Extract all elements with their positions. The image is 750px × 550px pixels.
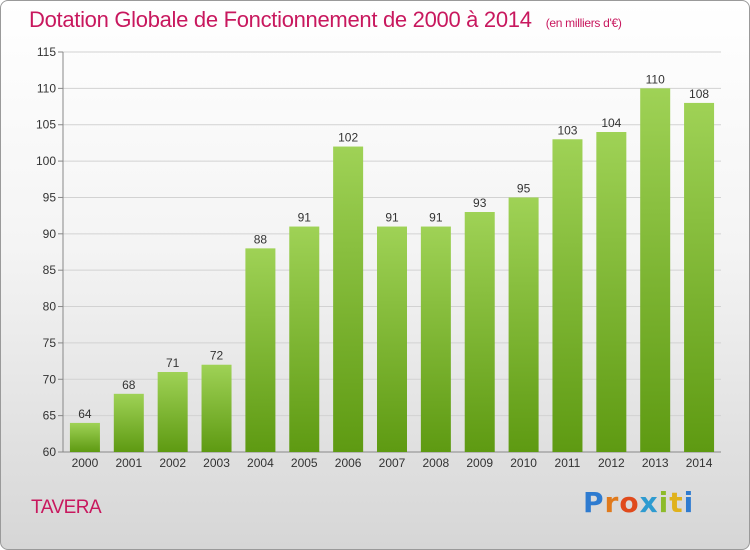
data-label: 91 bbox=[385, 211, 399, 225]
y-tick-label: 100 bbox=[36, 154, 56, 168]
data-label: 71 bbox=[166, 356, 180, 370]
bar-2001 bbox=[113, 393, 144, 452]
y-tick-label: 60 bbox=[43, 445, 57, 459]
data-label: 110 bbox=[646, 72, 665, 86]
data-label: 103 bbox=[557, 123, 577, 137]
bar-2008 bbox=[420, 226, 451, 452]
y-tick-label: 75 bbox=[43, 336, 57, 350]
proxiti-logo[interactable]: Proxiti bbox=[583, 486, 695, 519]
data-label: 88 bbox=[254, 232, 268, 246]
bar-2012 bbox=[596, 132, 627, 452]
bar-2010 bbox=[508, 197, 539, 452]
x-tick-label: 2014 bbox=[686, 456, 713, 470]
bar-2003 bbox=[201, 364, 232, 452]
x-tick-label: 2001 bbox=[115, 456, 142, 470]
chart-subtitle: (en milliers d'€) bbox=[545, 16, 622, 30]
x-tick-label: 2005 bbox=[291, 456, 318, 470]
y-tick-label: 90 bbox=[43, 227, 57, 241]
y-tick-label: 95 bbox=[43, 190, 57, 204]
data-label: 108 bbox=[689, 87, 709, 101]
x-tick-label: 2009 bbox=[466, 456, 493, 470]
bar-2014 bbox=[684, 102, 715, 452]
y-tick-label: 80 bbox=[43, 300, 57, 314]
y-tick-label: 70 bbox=[43, 372, 57, 386]
x-tick-label: 2008 bbox=[423, 456, 450, 470]
x-tick-label: 2013 bbox=[642, 456, 669, 470]
y-tick-label: 105 bbox=[36, 118, 56, 132]
y-tick-label: 110 bbox=[37, 81, 56, 95]
bar-2011 bbox=[552, 139, 583, 453]
x-tick-label: 2012 bbox=[598, 456, 625, 470]
bar-2009 bbox=[464, 212, 495, 452]
labels: 64 2000 68 2001 71 2002 72 2003 88 2004 91 2005 102 2… bbox=[72, 72, 713, 470]
x-tick-label: 2006 bbox=[335, 456, 362, 470]
commune-name: TAVERA bbox=[31, 497, 102, 518]
data-label: 91 bbox=[429, 211, 443, 225]
y-tick-label: 115 bbox=[37, 45, 56, 59]
data-label: 68 bbox=[122, 378, 136, 392]
data-label: 95 bbox=[517, 181, 531, 195]
bars bbox=[69, 88, 715, 453]
data-label: 64 bbox=[78, 407, 92, 421]
chart-title: Dotation Globale de Fonctionnement de 20… bbox=[29, 7, 622, 33]
data-label: 104 bbox=[601, 116, 621, 130]
bar-2005 bbox=[289, 226, 320, 452]
bar-2002 bbox=[157, 372, 188, 452]
x-tick-label: 2010 bbox=[510, 456, 537, 470]
bar-2000 bbox=[69, 422, 100, 452]
data-label: 72 bbox=[210, 349, 224, 363]
x-tick-label: 2003 bbox=[203, 456, 230, 470]
x-tick-label: 2011 bbox=[555, 456, 581, 470]
bar-2007 bbox=[377, 226, 407, 452]
y-tick-label: 65 bbox=[43, 409, 57, 423]
chart-title-text: Dotation Globale de Fonctionnement de 20… bbox=[29, 7, 532, 32]
x-tick-label: 2007 bbox=[379, 456, 406, 470]
x-tick-label: 2000 bbox=[72, 456, 99, 470]
y-tick-label: 85 bbox=[43, 263, 57, 277]
x-tick-label: 2002 bbox=[159, 456, 186, 470]
data-label: 93 bbox=[473, 196, 487, 210]
bar-2006 bbox=[333, 146, 364, 452]
bar-2004 bbox=[245, 248, 276, 452]
data-label: 102 bbox=[338, 131, 358, 145]
bar-2013 bbox=[640, 88, 671, 452]
data-label: 91 bbox=[298, 211, 312, 225]
x-tick-label: 2004 bbox=[247, 456, 274, 470]
